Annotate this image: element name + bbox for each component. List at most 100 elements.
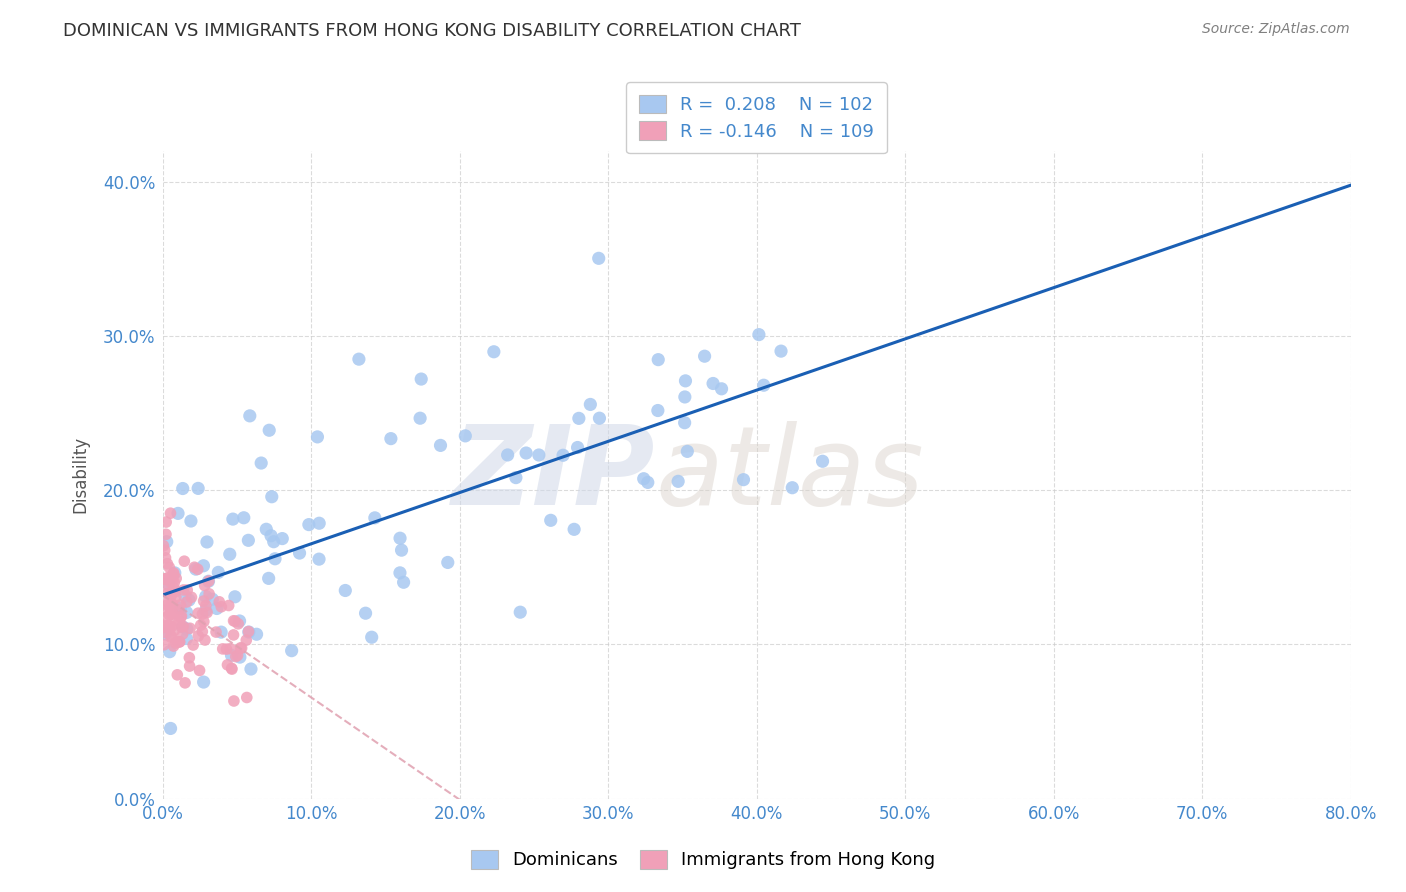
Point: [170, 609, 193, 624]
Point: [752, 378, 775, 392]
Text: ZIP: ZIP: [453, 421, 655, 528]
Point: [308, 516, 330, 531]
Point: [156, 557, 179, 571]
Point: [271, 532, 294, 546]
Point: [167, 603, 190, 617]
Point: [392, 575, 415, 590]
Point: [562, 522, 585, 536]
Point: [551, 448, 574, 462]
Point: [153, 627, 176, 641]
Point: [411, 372, 433, 386]
Point: [673, 390, 696, 404]
Point: [647, 403, 669, 417]
Point: [391, 543, 413, 558]
Point: [172, 482, 194, 496]
Point: [159, 506, 181, 520]
Point: [172, 619, 194, 633]
Point: [162, 566, 184, 580]
Point: [380, 432, 402, 446]
Point: [335, 583, 357, 598]
Point: [238, 533, 260, 548]
Point: [157, 571, 180, 585]
Point: [157, 618, 180, 632]
Point: [194, 590, 217, 604]
Point: [231, 641, 253, 656]
Point: [222, 614, 245, 628]
Point: [152, 573, 174, 587]
Point: [156, 598, 179, 612]
Point: [254, 522, 277, 536]
Text: Source: ZipAtlas.com: Source: ZipAtlas.com: [1202, 22, 1350, 37]
Point: [527, 448, 550, 462]
Point: [496, 448, 519, 462]
Point: [238, 625, 260, 640]
Point: [190, 618, 212, 632]
Point: [152, 572, 174, 586]
Point: [194, 578, 217, 592]
Point: [307, 430, 329, 444]
Point: [257, 423, 280, 437]
Point: [193, 675, 215, 690]
Point: [579, 397, 602, 411]
Point: [172, 627, 194, 641]
Point: [159, 574, 181, 589]
Text: DOMINICAN VS IMMIGRANTS FROM HONG KONG DISABILITY CORRELATION CHART: DOMINICAN VS IMMIGRANTS FROM HONG KONG D…: [63, 22, 801, 40]
Point: [176, 632, 198, 646]
Point: [160, 598, 183, 612]
Point: [155, 610, 177, 624]
Point: [347, 352, 370, 367]
Point: [389, 531, 412, 545]
Point: [209, 599, 232, 614]
Point: [217, 657, 239, 672]
Point: [260, 529, 283, 543]
Point: [172, 620, 194, 634]
Point: [733, 473, 755, 487]
Point: [209, 625, 232, 640]
Point: [176, 583, 198, 598]
Point: [157, 595, 180, 609]
Point: [194, 603, 217, 617]
Point: [173, 554, 195, 568]
Point: [195, 535, 218, 549]
Point: [176, 606, 198, 620]
Point: [152, 539, 174, 553]
Point: [409, 411, 432, 425]
Point: [245, 627, 267, 641]
Point: [193, 594, 215, 608]
Point: [482, 344, 505, 359]
Point: [173, 582, 195, 597]
Point: [198, 587, 221, 601]
Point: [162, 567, 184, 582]
Point: [221, 648, 243, 663]
Point: [637, 475, 659, 490]
Point: [193, 615, 215, 629]
Point: [232, 510, 254, 524]
Point: [673, 416, 696, 430]
Point: [160, 620, 183, 634]
Point: [177, 593, 200, 607]
Point: [221, 661, 243, 675]
Point: [769, 344, 792, 359]
Point: [515, 446, 537, 460]
Point: [221, 662, 243, 676]
Point: [160, 607, 183, 621]
Point: [676, 444, 699, 458]
Point: [179, 659, 201, 673]
Point: [222, 628, 245, 642]
Point: [170, 610, 193, 624]
Point: [162, 570, 184, 584]
Point: [167, 507, 190, 521]
Point: [179, 650, 201, 665]
Point: [208, 595, 231, 609]
Point: [155, 550, 177, 565]
Point: [169, 635, 191, 649]
Point: [160, 630, 183, 644]
Point: [218, 547, 240, 561]
Point: [166, 668, 188, 682]
Point: [229, 640, 252, 655]
Point: [811, 454, 834, 468]
Point: [702, 376, 724, 391]
Point: [165, 584, 187, 599]
Point: [157, 577, 180, 591]
Point: [388, 566, 411, 580]
